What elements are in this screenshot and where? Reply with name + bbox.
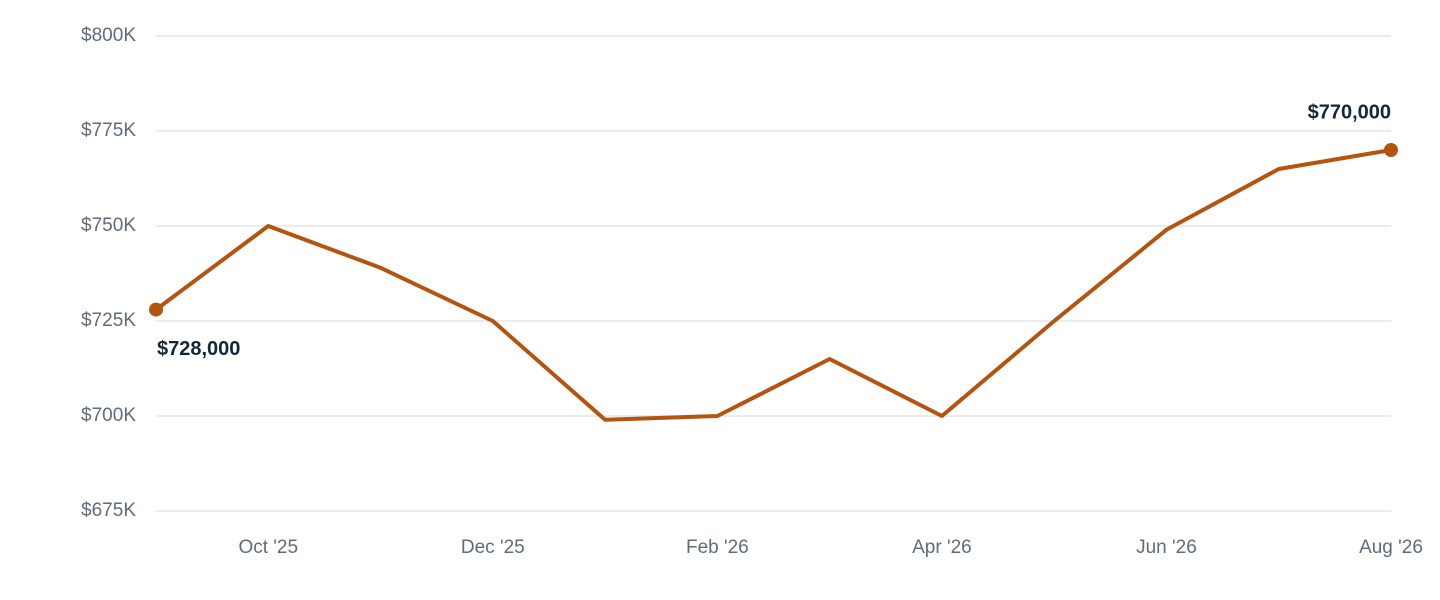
x-tick-label: Dec '25 xyxy=(461,537,525,558)
y-tick-label: $700K xyxy=(81,405,136,426)
value-label: $728,000 xyxy=(157,338,240,360)
y-tick-label: $675K xyxy=(81,500,136,521)
x-tick-label: Feb '26 xyxy=(686,537,749,558)
y-tick-label: $750K xyxy=(81,215,136,236)
x-tick-label: Jun '26 xyxy=(1136,537,1197,558)
x-tick-label: Apr '26 xyxy=(912,537,972,558)
marker xyxy=(1384,143,1398,157)
line xyxy=(154,148,1392,422)
marker xyxy=(149,302,163,317)
value-label: $770,000 xyxy=(1308,101,1391,123)
y-tick-label: $775K xyxy=(81,120,136,141)
y-tick-label: $725K xyxy=(81,310,136,331)
x-tick-label: Aug '26 xyxy=(1359,537,1423,558)
y-tick-label: $800K xyxy=(81,25,136,46)
x-tick-label: Oct '25 xyxy=(238,537,298,558)
